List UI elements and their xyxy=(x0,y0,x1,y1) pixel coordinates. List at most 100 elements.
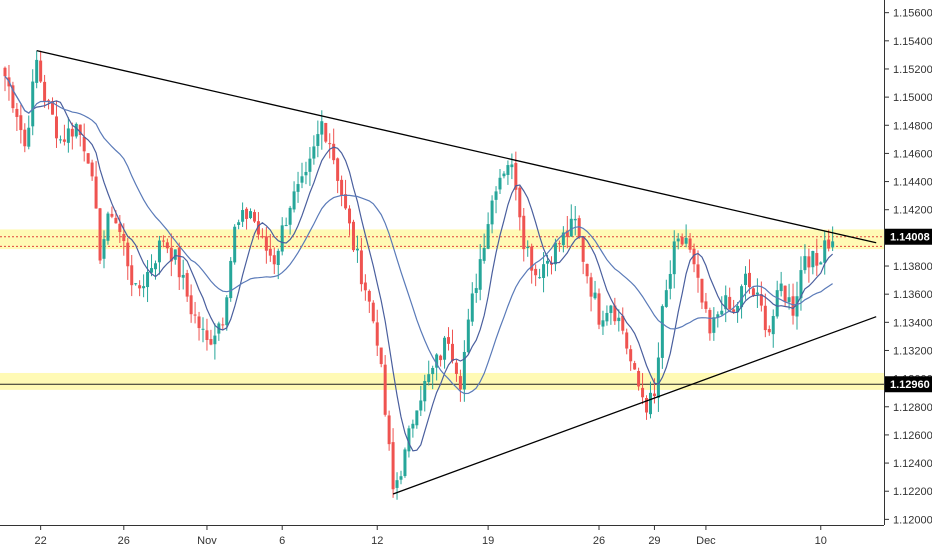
time-tick-label-7: 26 xyxy=(593,535,605,547)
candle-body-73 xyxy=(288,207,292,225)
candle-body-78 xyxy=(308,158,312,172)
candle-body-119 xyxy=(470,293,474,322)
price-zone-1 xyxy=(0,229,884,250)
candle-body-171 xyxy=(676,238,680,242)
candle-body-91 xyxy=(359,250,363,285)
candle-body-131 xyxy=(518,187,522,218)
candle-body-98 xyxy=(387,415,391,445)
candle-body-192 xyxy=(759,294,763,306)
candle-body-109 xyxy=(431,367,435,375)
candle-body-44 xyxy=(173,249,177,260)
candle-body-196 xyxy=(775,290,779,317)
candle-body-147 xyxy=(581,236,585,262)
candle-body-48 xyxy=(189,295,193,315)
candle-body-168 xyxy=(664,290,668,307)
candle-body-149 xyxy=(589,277,593,297)
candle-body-28 xyxy=(110,213,114,217)
candle-body-6 xyxy=(23,129,27,147)
candle-body-65 xyxy=(256,221,260,235)
price-axis[interactable]: 1.15600 1.15400 1.15200 1.15000 1.14800 1.146… xyxy=(884,0,932,526)
candle-body-151 xyxy=(597,293,601,325)
candle-body-169 xyxy=(668,273,672,289)
price-tick-label-4: 1.15000 xyxy=(893,92,932,104)
price-label-box-1 xyxy=(885,228,932,245)
candle-body-146 xyxy=(577,218,581,238)
price-label-2: 1.12960 xyxy=(890,379,930,391)
candle-body-60 xyxy=(237,222,241,225)
candle-body-89 xyxy=(351,221,355,251)
price-label-box-2 xyxy=(885,376,932,393)
candle-body-93 xyxy=(367,290,371,302)
candle-body-150 xyxy=(593,292,597,299)
candle-body-20 xyxy=(78,124,82,135)
price-tick-label-18: 1.12200 xyxy=(893,486,932,498)
candle-body-12 xyxy=(47,100,51,102)
candle-body-205 xyxy=(811,250,815,268)
price-tick-label-15: 1.12800 xyxy=(893,402,932,414)
candle-body-162 xyxy=(641,387,645,398)
candle-body-67 xyxy=(264,236,268,251)
candle-body-71 xyxy=(280,225,284,252)
candle-body-191 xyxy=(755,292,759,295)
candle-body-124 xyxy=(490,200,494,225)
candle-body-35 xyxy=(138,285,142,289)
candle-body-112 xyxy=(443,337,447,360)
candle-body-46 xyxy=(181,274,185,278)
price-axis-ticks: 1.15600 1.15400 1.15200 1.15000 1.14800 1.146… xyxy=(884,8,932,526)
candle-body-108 xyxy=(427,374,431,383)
candle-body-106 xyxy=(419,400,423,411)
candle-body-68 xyxy=(268,248,272,256)
candle-body-202 xyxy=(799,270,803,299)
time-tick-label-9: Dec xyxy=(696,535,716,547)
candle-body-52 xyxy=(205,330,209,340)
candle-body-125 xyxy=(494,191,498,200)
candle-body-27 xyxy=(106,213,110,241)
time-tick-label-10: 10 xyxy=(815,535,827,547)
candle-body-87 xyxy=(344,194,348,209)
plot-area xyxy=(0,50,884,500)
candle-body-161 xyxy=(637,370,641,387)
candle-body-188 xyxy=(744,273,748,285)
candle-body-83 xyxy=(328,143,332,145)
price-tick-label-16: 1.12600 xyxy=(893,430,932,442)
candle-body-116 xyxy=(458,376,462,390)
candle-body-70 xyxy=(276,250,280,265)
candle-body-72 xyxy=(284,225,288,227)
price-tick-label-1: 1.15600 xyxy=(893,8,932,20)
time-tick-label-3: Nov xyxy=(197,535,217,547)
candle-body-157 xyxy=(621,315,625,331)
candle-body-54 xyxy=(213,335,217,345)
ma-slow-line xyxy=(4,75,833,395)
candle-body-96 xyxy=(379,347,383,365)
candle-body-33 xyxy=(130,265,134,286)
ma-fast-line xyxy=(4,75,834,452)
candle-body-111 xyxy=(439,355,443,361)
candle-body-166 xyxy=(656,357,660,398)
candle-body-30 xyxy=(118,223,122,233)
time-axis[interactable]: 22 26 Nov 6 12 19 26 29 Dec 10 xyxy=(0,525,884,547)
time-tick-label-8: 29 xyxy=(648,535,660,547)
candle-body-178 xyxy=(704,301,708,309)
time-tick-label-6: 19 xyxy=(482,535,494,547)
candle-body-117 xyxy=(462,351,466,390)
candle-body-84 xyxy=(332,143,336,161)
candle-body-43 xyxy=(169,247,173,262)
candle-body-127 xyxy=(502,173,506,177)
price-tick-label-7: 1.14400 xyxy=(893,177,932,189)
candle-body-47 xyxy=(185,273,189,297)
candle-body-165 xyxy=(652,393,656,397)
candle-body-56 xyxy=(221,324,225,326)
candle-body-94 xyxy=(371,302,375,322)
candle-body-163 xyxy=(645,397,649,413)
candle-body-39 xyxy=(153,263,157,270)
candle-body-90 xyxy=(355,248,359,251)
candle-body-42 xyxy=(165,242,169,249)
price-tick-label-19: 1.12000 xyxy=(893,514,932,526)
candle-body-114 xyxy=(450,343,454,361)
trendlines[interactable] xyxy=(36,50,877,495)
candle-body-121 xyxy=(478,259,482,290)
candle-body-185 xyxy=(732,309,736,312)
candle-body-134 xyxy=(530,246,534,271)
candle-body-135 xyxy=(534,268,538,276)
